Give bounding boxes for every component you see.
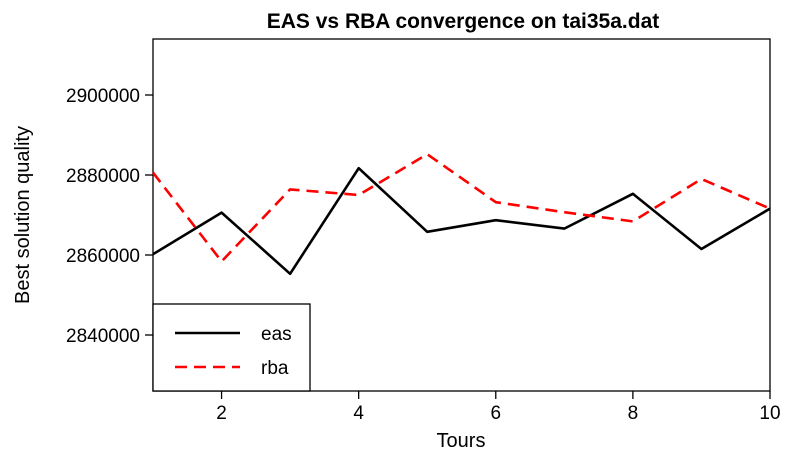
x-tick-label: 10 <box>759 403 780 424</box>
legend: eas rba <box>152 303 311 392</box>
legend-label-eas: eas <box>261 324 292 345</box>
y-tick-label: 2880000 <box>66 166 140 187</box>
y-tick-label: 2900000 <box>66 86 140 107</box>
x-axis: 2 4 6 8 10 <box>216 391 781 424</box>
plot-frame <box>152 38 771 392</box>
y-axis: 2840000 2860000 2880000 2900000 <box>66 86 153 347</box>
x-axis-label: Tours <box>437 430 486 450</box>
y-tick-label: 2860000 <box>66 246 140 267</box>
chart-title: EAS vs RBA convergence on tai35a.dat <box>267 10 660 33</box>
x-tick-label: 2 <box>216 403 227 424</box>
series-line-rba <box>151 152 771 263</box>
series-line-eas <box>152 166 771 276</box>
y-tick-label: 2840000 <box>66 326 140 347</box>
series-layer <box>151 152 771 276</box>
x-tick-label: 4 <box>353 403 364 424</box>
legend-label-rba: rba <box>261 358 289 379</box>
legend-box <box>152 303 311 392</box>
y-axis-label: Best solution quality <box>12 126 34 304</box>
x-tick-label: 6 <box>490 403 501 424</box>
x-tick-label: 8 <box>628 403 639 424</box>
